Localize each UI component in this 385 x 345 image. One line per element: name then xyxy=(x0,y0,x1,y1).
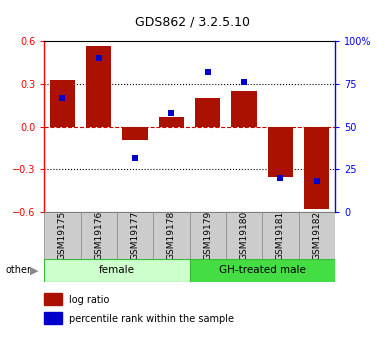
Bar xyxy=(190,212,226,259)
Text: GSM19179: GSM19179 xyxy=(203,211,212,260)
Bar xyxy=(262,212,299,259)
Text: GSM19181: GSM19181 xyxy=(276,211,285,260)
Bar xyxy=(231,91,257,127)
Point xyxy=(96,56,102,61)
Text: GSM19178: GSM19178 xyxy=(167,211,176,260)
Point xyxy=(205,69,211,75)
Text: female: female xyxy=(99,266,135,275)
Point xyxy=(168,110,174,116)
Bar xyxy=(44,312,62,324)
Text: GSM19177: GSM19177 xyxy=(131,211,140,260)
Text: GSM19180: GSM19180 xyxy=(239,211,249,260)
Point xyxy=(132,155,138,160)
Bar xyxy=(159,117,184,127)
Point xyxy=(241,80,247,85)
Bar xyxy=(44,212,80,259)
Text: GH-treated male: GH-treated male xyxy=(219,266,306,275)
Point xyxy=(277,175,283,181)
Bar xyxy=(122,127,148,140)
Bar xyxy=(44,259,190,282)
Point xyxy=(59,95,65,100)
Bar xyxy=(44,293,62,305)
Bar xyxy=(50,80,75,127)
Bar xyxy=(299,212,335,259)
Bar xyxy=(226,212,262,259)
Bar xyxy=(117,212,153,259)
Bar xyxy=(80,212,117,259)
Point xyxy=(314,179,320,184)
Text: GSM19176: GSM19176 xyxy=(94,211,103,260)
Text: GSM19182: GSM19182 xyxy=(312,211,321,260)
Bar xyxy=(153,212,189,259)
Bar xyxy=(268,127,293,177)
Text: GDS862 / 3.2.5.10: GDS862 / 3.2.5.10 xyxy=(135,16,250,29)
Bar xyxy=(190,259,335,282)
Bar xyxy=(86,46,112,127)
Bar xyxy=(195,98,221,127)
Text: other: other xyxy=(6,266,32,275)
Bar xyxy=(304,127,330,209)
Text: GSM19175: GSM19175 xyxy=(58,211,67,260)
Text: percentile rank within the sample: percentile rank within the sample xyxy=(69,314,234,324)
Text: ▶: ▶ xyxy=(30,266,39,275)
Text: log ratio: log ratio xyxy=(69,295,109,305)
